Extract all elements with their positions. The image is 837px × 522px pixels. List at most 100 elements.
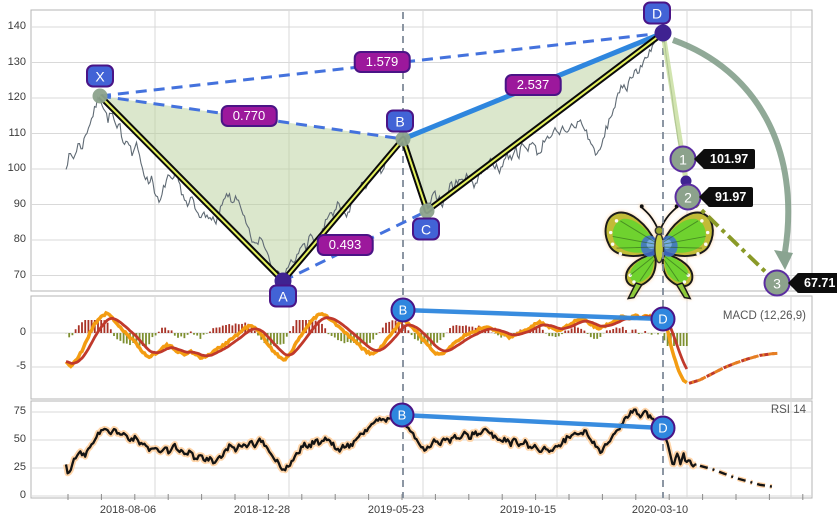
macd-histogram-bar <box>551 333 554 337</box>
macd-histogram-bar <box>385 322 387 333</box>
macd-histogram-bar <box>199 333 202 339</box>
macd-histogram-bar <box>458 325 461 333</box>
macd-histogram-bar <box>84 320 87 333</box>
macd-histogram-bar <box>282 333 285 344</box>
macd-histogram-bar <box>404 324 407 333</box>
xd-ratio-line <box>99 31 664 98</box>
macd-histogram-bar <box>644 331 647 333</box>
macd-histogram-bar <box>471 326 474 333</box>
macd-histogram-bar <box>122 333 125 344</box>
macd-histogram-bar <box>676 333 679 346</box>
macd-histogram-bar <box>487 329 490 333</box>
macd-histogram-bar <box>234 323 237 333</box>
macd-histogram-bar <box>170 330 173 333</box>
macd-histogram-bar <box>186 333 189 335</box>
rsi-plot <box>63 406 776 490</box>
macd-histogram-bar <box>637 333 640 335</box>
macd-histogram-bar <box>141 333 144 346</box>
macd-histogram-bar <box>391 320 394 333</box>
macd-histogram-bar <box>109 329 112 333</box>
macd-histogram-bar <box>81 322 83 333</box>
macd-histogram-bar <box>666 333 669 346</box>
macd-histogram-bar <box>154 333 157 336</box>
macd-histogram-bar <box>407 330 410 333</box>
macd-histogram-bar <box>577 327 579 333</box>
macd-histogram-bar <box>295 320 298 333</box>
macd-histogram-bar <box>631 329 634 333</box>
projection-arrow-head <box>774 250 793 270</box>
target-line-lower <box>686 195 779 285</box>
macd-histogram-bar <box>225 325 227 333</box>
macd-histogram-bar <box>289 331 291 333</box>
macd-histogram-bar <box>212 328 215 333</box>
macd-histogram-bar <box>218 327 221 333</box>
rsi-divergence-line <box>401 412 664 431</box>
point-marker-b <box>395 131 411 147</box>
macd-histogram-bar <box>685 333 688 346</box>
macd-histogram-bar <box>327 333 330 335</box>
macd-histogram-bar <box>135 333 138 345</box>
macd-histogram-bar <box>650 333 653 335</box>
macd-histogram-bar <box>317 320 320 333</box>
macd-histogram-bar <box>362 333 365 343</box>
macd-histogram-bar <box>682 333 685 346</box>
macd-histogram-bar <box>599 333 602 337</box>
macd-histogram-bar <box>74 329 77 333</box>
macd-histogram-bar <box>106 322 109 333</box>
macd-histogram-bar <box>634 329 637 333</box>
macd-histogram-bar <box>567 330 570 333</box>
rsi-projection <box>699 464 776 489</box>
macd-histogram-bar <box>657 333 659 335</box>
macd-histogram-bar <box>493 333 496 334</box>
macd-divergence-line <box>402 307 664 322</box>
macd-histogram-bar <box>554 333 557 337</box>
macd-plot <box>64 310 779 385</box>
projection-arrow <box>671 37 792 253</box>
macd-histogram-bar <box>461 325 464 333</box>
macd-histogram-bar <box>410 333 413 336</box>
rsi-line <box>64 408 697 475</box>
macd-histogram-bar <box>625 330 627 333</box>
macd-histogram-bar <box>87 320 90 333</box>
macd-histogram-bar <box>279 333 282 345</box>
macd-histogram-bar <box>340 333 343 342</box>
macd-histogram-bar <box>452 325 455 333</box>
macd-histogram-bar <box>103 320 106 333</box>
macd-histogram-bar <box>196 333 199 336</box>
macd-histogram-bar <box>145 333 147 346</box>
macd-histogram-bar <box>221 325 224 333</box>
macd-histogram-bar <box>237 324 240 333</box>
point-marker-d <box>654 24 672 42</box>
macd-histogram-bar <box>193 333 195 335</box>
macd-histogram-bar <box>266 333 269 346</box>
macd-histogram-bar <box>388 321 391 333</box>
target-line-node <box>680 175 692 187</box>
macd-histogram-bar <box>615 327 618 333</box>
butterfly-image <box>604 204 714 300</box>
macd-histogram-bar <box>365 333 368 345</box>
macd-histogram-bar <box>183 333 186 339</box>
macd-histogram-bar <box>151 333 154 338</box>
macd-histogram-bar <box>372 333 375 340</box>
macd-histogram-bar <box>276 333 279 345</box>
macd-histogram-bar <box>71 333 74 336</box>
macd-histogram-bar <box>497 333 499 336</box>
macd-histogram-bar <box>465 325 467 333</box>
macd-histogram-bar <box>548 333 551 337</box>
macd-histogram-bar <box>593 333 595 339</box>
macd-histogram-bar <box>337 333 339 341</box>
macd-histogram-bar <box>564 330 567 333</box>
macd-histogram-bar <box>573 326 576 333</box>
macd-histogram-bar <box>621 326 624 333</box>
macd-histogram-bar <box>589 333 592 338</box>
macd-histogram-bar <box>161 327 163 333</box>
macd-histogram-bar <box>311 320 314 333</box>
macd-histogram-bar <box>189 331 192 333</box>
macd-histogram-bar <box>157 331 160 333</box>
pattern-fill-xab <box>100 96 403 281</box>
macd-histogram-bar <box>301 320 304 333</box>
macd-histogram-bar <box>113 333 115 337</box>
macd-histogram-bar <box>68 333 71 338</box>
macd-histogram-bar <box>119 333 122 341</box>
macd-histogram-bar <box>535 326 538 333</box>
